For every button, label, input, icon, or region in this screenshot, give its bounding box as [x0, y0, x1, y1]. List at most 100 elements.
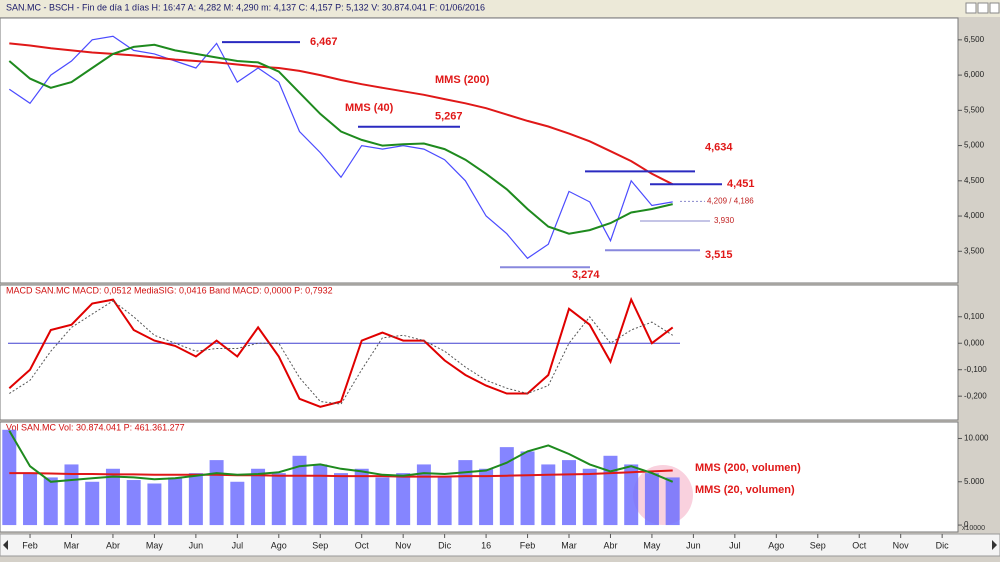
volume-title: Vol SAN.MC Vol: 30.874.041 P: 461.361.27… — [6, 422, 185, 432]
x-tick-label: Sep — [810, 540, 826, 550]
volume-bar — [582, 468, 597, 526]
volume-bar — [416, 464, 431, 526]
x-tick-label: Ago — [768, 540, 784, 550]
highlight-circle — [633, 465, 693, 525]
level-label: 3,515 — [705, 249, 733, 261]
macd-title: MACD SAN.MC MACD: 0,0512 MediaSIG: 0,041… — [6, 285, 333, 295]
maximize-button[interactable] — [977, 2, 989, 14]
macd-panel — [0, 284, 959, 421]
minimize-button[interactable] — [965, 2, 977, 14]
time-axis — [0, 533, 1000, 557]
level-label: 4,209 / 4,186 — [707, 196, 754, 205]
volume-bar — [375, 477, 390, 526]
scroll-right[interactable] — [992, 540, 997, 550]
price-panel — [0, 17, 959, 284]
volume-bar — [624, 464, 639, 526]
y-tick-label: 3,500 — [964, 246, 985, 255]
series-line — [9, 42, 674, 186]
y-tick-label: -0,200 — [964, 391, 987, 400]
volume-bar — [458, 460, 473, 526]
volume-bar — [354, 468, 369, 526]
x-tick-label: Jun — [189, 540, 204, 550]
volume-bar — [313, 464, 328, 526]
x-tick-label: Sep — [312, 540, 328, 550]
volume-bar — [541, 464, 556, 526]
y-tick-label: 5,000 — [964, 141, 985, 150]
x-tick-label: 16 — [481, 540, 491, 550]
series-line — [8, 43, 673, 235]
x-tick-label: Jul — [729, 540, 741, 550]
x-tick-label: Nov — [893, 540, 910, 550]
volume-bar — [396, 473, 411, 526]
volume-bar — [251, 468, 266, 526]
y-tick-label: 0,000 — [964, 338, 985, 347]
volume-bar — [603, 455, 618, 526]
level-label: 3,274 — [572, 269, 600, 281]
level-label: 6,467 — [310, 36, 338, 48]
volume-bar — [230, 481, 245, 526]
series-line — [9, 300, 673, 405]
volume-bar — [43, 477, 58, 526]
volume-bar — [147, 483, 162, 526]
close-button[interactable] — [989, 2, 1000, 14]
x-tick-label: May — [146, 540, 164, 550]
level-label: 4,451 — [727, 178, 755, 190]
y-tick-label: 5,500 — [964, 105, 985, 114]
volume-bar — [271, 473, 286, 526]
volume-unit: x10000 — [962, 525, 985, 532]
level-label: 3,930 — [714, 216, 735, 225]
volume-bar — [168, 477, 183, 526]
x-tick-label: Feb — [22, 540, 38, 550]
volume-bar — [333, 473, 348, 526]
series-label: MMS (200, volumen) — [695, 462, 801, 474]
chart-title: SAN.MC - BSCH - Fin de día 1 días H: 16:… — [6, 2, 485, 12]
y-tick-label: 5.000 — [964, 477, 985, 486]
x-tick-label: Abr — [106, 540, 120, 550]
volume-bar — [644, 473, 659, 526]
x-tick-label: Mar — [64, 540, 80, 550]
series-label: MMS (200) — [435, 74, 490, 86]
volume-bar — [188, 473, 203, 526]
x-tick-label: Oct — [355, 540, 370, 550]
x-tick-label: Oct — [852, 540, 867, 550]
series-label: MMS (20, volumen) — [695, 484, 795, 496]
series-line — [9, 469, 673, 478]
y-tick-label: 10.000 — [964, 434, 989, 443]
scroll-left[interactable] — [3, 540, 8, 550]
volume-bar — [520, 451, 535, 526]
x-tick-label: Ago — [271, 540, 287, 550]
series-line — [8, 296, 674, 408]
level-label: 4,634 — [705, 141, 733, 153]
x-tick-label: Dic — [438, 540, 451, 550]
x-tick-label: Nov — [395, 540, 412, 550]
volume-bar — [2, 429, 17, 526]
volume-bar — [23, 473, 38, 526]
volume-bar — [209, 460, 224, 526]
y-tick-label: 4,000 — [964, 211, 985, 220]
series-line — [8, 35, 673, 260]
title-bar — [0, 0, 1000, 17]
volume-bar — [479, 468, 494, 526]
volume-bar — [85, 481, 100, 526]
x-tick-label: Jul — [232, 540, 244, 550]
y-tick-label: 6,000 — [964, 70, 985, 79]
x-tick-label: May — [643, 540, 661, 550]
volume-bar — [562, 460, 577, 526]
y-tick-label: 6,500 — [964, 35, 985, 44]
volume-bar — [665, 477, 680, 526]
series-label: MMS (40) — [345, 102, 394, 114]
y-tick-label: 0 — [964, 520, 969, 529]
series-line — [8, 430, 674, 483]
y-tick-label: -0,100 — [964, 365, 987, 374]
volume-bar — [499, 447, 514, 526]
x-tick-label: Abr — [603, 540, 617, 550]
x-tick-label: Mar — [561, 540, 577, 550]
volume-bar — [437, 477, 452, 526]
x-tick-label: Dic — [936, 540, 949, 550]
volume-bar — [292, 455, 307, 526]
volume-bar — [126, 480, 141, 526]
x-tick-label: Jun — [686, 540, 701, 550]
volume-bar — [105, 468, 120, 526]
y-tick-label: 4,500 — [964, 176, 985, 185]
